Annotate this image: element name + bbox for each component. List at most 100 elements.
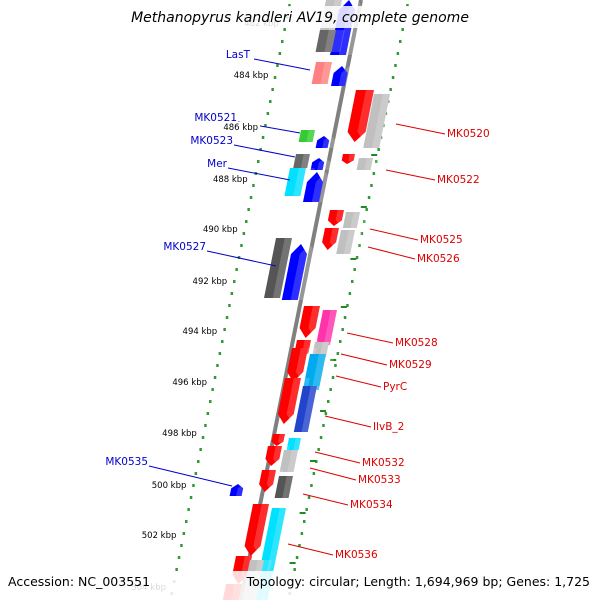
- accession-text: Accession: NC_003551: [8, 574, 150, 589]
- kbp-label-backdrop: [173, 326, 220, 337]
- kbp-label-backdrop: [214, 122, 260, 133]
- title-backdrop: [128, 6, 474, 28]
- forward-feature-label: MK0520: [447, 128, 490, 140]
- leader-line: [233, 144, 296, 158]
- feature-block-shade: [350, 212, 368, 228]
- forward-feature-label: MK0534: [350, 499, 393, 511]
- feature-block: [315, 30, 336, 52]
- feature-cds-mk0527: [281, 244, 307, 300]
- map-title: Methanopyrus kandleri AV19, complete gen…: [131, 10, 469, 26]
- feature-cds-reverse-shade: [338, 66, 356, 86]
- feature-block: [363, 94, 390, 148]
- reverse-feature-label: MK0521: [194, 112, 237, 124]
- feature-cds-ilvb2: [277, 378, 301, 424]
- leader-line: [227, 167, 291, 181]
- feature-block: [284, 168, 306, 196]
- feature-cds-mk0523: [310, 158, 325, 170]
- kbp-label-backdrop: [152, 428, 199, 439]
- feature-cds-mk0522: [341, 154, 355, 164]
- tick-mark: [340, 306, 347, 308]
- kbp-label: 502 kbp: [142, 531, 177, 541]
- feature-cds-mk0527-shade: [290, 244, 316, 300]
- feature-cds-mk0534: [244, 504, 269, 556]
- forward-feature-label: MK0533: [358, 474, 401, 486]
- feature-block: [336, 230, 355, 254]
- leader-line: [148, 465, 233, 487]
- tick-mark: [299, 512, 306, 514]
- kbp-label: 496 kbp: [172, 378, 207, 388]
- kbp-label: 484 kbp: [234, 71, 269, 81]
- feature-block: [279, 450, 298, 472]
- forward-feature-label: MK0525: [420, 234, 463, 246]
- kbp-label: 488 kbp: [213, 175, 248, 185]
- kbp-label-backdrop: [224, 70, 271, 81]
- tick-mark: [310, 460, 316, 462]
- reverse-feature-label: MK0523: [190, 135, 233, 147]
- kbp-label-backdrop: [163, 377, 209, 388]
- feature-block: [286, 438, 301, 450]
- label-leaders: [148, 58, 446, 556]
- feature-cds-mk0523-shade: [317, 158, 331, 170]
- feature-block: [302, 354, 326, 390]
- leader-line: [385, 169, 436, 181]
- leader-line: [324, 415, 372, 428]
- feature-cds-mk0533: [259, 470, 276, 492]
- feature-block-shade: [364, 158, 381, 170]
- leader-line: [206, 250, 277, 267]
- feature-block-shade: [287, 450, 306, 472]
- forward-feature-label: MK0526: [417, 253, 460, 265]
- forward-feature-label: IlvB_2: [373, 421, 404, 433]
- feature-block: [342, 212, 360, 228]
- feature-cds-small: [271, 434, 285, 446]
- tick-mark: [330, 359, 337, 361]
- reverse-feature-label: MK0527: [163, 241, 206, 253]
- feature-cds-mk0521: [315, 136, 330, 148]
- tick-mark: [350, 258, 357, 260]
- forward-feature-label: MK0532: [362, 457, 405, 469]
- feature-block-shade: [311, 354, 335, 390]
- feature-cds-mk0532: [265, 446, 282, 466]
- feature-block-shade: [301, 386, 325, 432]
- feature-labels: LasT MK0521 MK0523 Mer MK0527 MK0535 MK0520 MK0…: [105, 49, 489, 561]
- leader-line: [253, 58, 311, 71]
- feature-block: [264, 238, 292, 298]
- leader-line: [346, 332, 394, 344]
- feature-cds-mk0526: [322, 228, 339, 250]
- feature-block: [356, 158, 373, 170]
- feature-block-shade: [306, 130, 323, 142]
- genome-backbone: [239, 0, 363, 600]
- kbp-label-backdrop: [183, 276, 230, 287]
- feature-block: [293, 154, 310, 168]
- feature-block: [316, 310, 337, 345]
- kbp-label-backdrop: [193, 224, 240, 235]
- feature-block-shade: [323, 310, 345, 345]
- tick-mark: [360, 206, 367, 208]
- kbp-label: 498 kbp: [162, 429, 197, 439]
- feature-block: [293, 386, 317, 432]
- forward-feature-label: MK0522: [437, 174, 480, 186]
- feature-cds-reverse: [331, 66, 348, 86]
- leader-line: [340, 353, 388, 366]
- kbp-label: 486 kbp: [223, 123, 258, 133]
- reverse-feature-label: MK0535: [105, 456, 148, 468]
- feature-block-shade: [293, 438, 308, 450]
- feature-rna-last: [311, 62, 332, 84]
- feature-cds-mk0535-shade: [236, 484, 250, 496]
- forward-feature-label: PyrC: [383, 381, 407, 393]
- reverse-feature-label: LasT: [226, 49, 251, 61]
- feature-cds-small-shade: [278, 434, 292, 446]
- feature-cds-mer: [303, 172, 323, 202]
- leader-line: [395, 123, 446, 135]
- kbp-label-backdrop: [142, 480, 189, 491]
- feature-block-shade: [372, 94, 399, 148]
- feature-cds-mk0521-shade: [322, 136, 336, 148]
- kbp-label: 490 kbp: [203, 225, 238, 235]
- leader-line: [314, 451, 361, 464]
- feature-block: [298, 130, 315, 142]
- genome-summary-text: Topology: circular; Length: 1,694,969 bp…: [246, 574, 590, 589]
- reverse-feature-label: Mer: [207, 158, 228, 170]
- feature-cds-mk0533-shade: [266, 470, 284, 492]
